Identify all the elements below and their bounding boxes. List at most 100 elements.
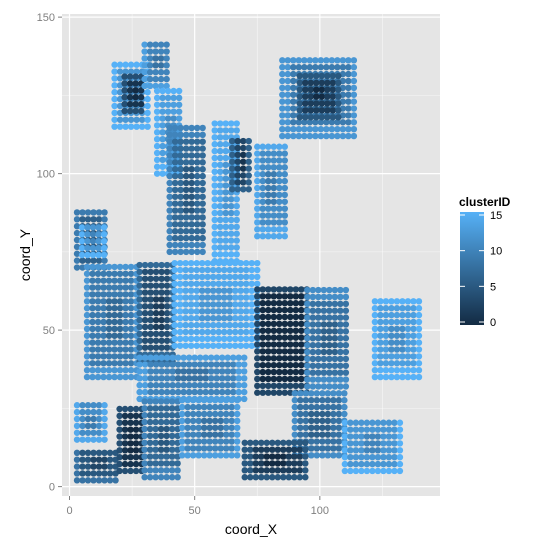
- data-point: [382, 353, 390, 360]
- data-point: [229, 186, 236, 193]
- data-point: [276, 375, 283, 383]
- data-point: [152, 418, 159, 426]
- data-point: [217, 452, 224, 459]
- data-point: [111, 270, 118, 277]
- data-point: [79, 402, 86, 409]
- data-point: [265, 293, 272, 300]
- data-point: [304, 369, 311, 376]
- data-point: [204, 328, 211, 336]
- data-point: [180, 375, 187, 382]
- data-point: [377, 332, 384, 339]
- data-point: [382, 325, 390, 333]
- data-point: [248, 280, 255, 287]
- data-point: [279, 112, 286, 119]
- data-point: [79, 209, 86, 216]
- data-point: [136, 310, 143, 317]
- data-point: [159, 142, 166, 150]
- data-point: [324, 431, 332, 438]
- data-point: [83, 318, 91, 326]
- data-point: [111, 61, 118, 68]
- data-point: [331, 341, 339, 349]
- data-point: [193, 248, 201, 256]
- data-point: [313, 417, 321, 425]
- data-point: [265, 205, 272, 212]
- data-point: [73, 415, 81, 423]
- data-point: [158, 337, 165, 344]
- data-point: [157, 418, 165, 426]
- data-point: [313, 403, 321, 411]
- data-point: [212, 452, 219, 459]
- data-point: [182, 124, 190, 132]
- data-point: [180, 388, 187, 396]
- region-16: [304, 286, 350, 390]
- data-point: [141, 69, 148, 76]
- data-point: [341, 403, 348, 411]
- data-point: [318, 107, 326, 114]
- data-point: [287, 334, 294, 341]
- data-point: [382, 366, 390, 374]
- data-point: [319, 452, 326, 459]
- data-point: [254, 157, 261, 164]
- data-point: [330, 403, 337, 411]
- data-point: [254, 164, 261, 171]
- data-point: [121, 80, 128, 87]
- data-point: [158, 368, 165, 375]
- data-point: [302, 403, 310, 411]
- data-point: [341, 433, 349, 440]
- data-point: [226, 342, 233, 349]
- data-point: [100, 360, 107, 367]
- data-point: [337, 286, 344, 294]
- data-point: [234, 445, 241, 452]
- data-point: [254, 286, 261, 293]
- data-point: [127, 467, 134, 475]
- data-point: [127, 284, 135, 291]
- data-point: [166, 200, 173, 207]
- data-point: [276, 348, 283, 355]
- data-point: [127, 325, 135, 333]
- data-point: [404, 318, 412, 326]
- data-point: [276, 313, 283, 321]
- data-point: [223, 438, 230, 445]
- x-axis-ticks: 0 50 100: [66, 496, 329, 517]
- data-point: [247, 446, 254, 453]
- data-point: [144, 89, 151, 96]
- data-point: [177, 200, 184, 207]
- data-point: [241, 439, 248, 446]
- data-point: [163, 296, 171, 303]
- data-point: [182, 301, 189, 308]
- data-point: [127, 291, 135, 298]
- data-point: [90, 429, 97, 436]
- data-point: [226, 280, 233, 287]
- data-point: [276, 233, 283, 240]
- legend-tick-label: 10: [490, 246, 502, 258]
- data-point: [157, 48, 165, 55]
- data-point: [163, 405, 170, 412]
- data-point: [122, 284, 129, 291]
- data-point: [136, 344, 143, 351]
- data-point: [258, 439, 265, 446]
- data-point: [198, 287, 206, 294]
- data-point: [298, 361, 305, 369]
- data-point: [281, 368, 288, 376]
- data-point: [189, 424, 197, 431]
- data-point: [171, 342, 178, 349]
- data-point: [329, 107, 337, 114]
- data-point: [89, 332, 96, 339]
- data-point: [324, 417, 332, 425]
- data-point: [198, 259, 206, 267]
- data-point: [171, 273, 178, 281]
- data-point: [83, 270, 91, 277]
- data-point: [315, 321, 322, 328]
- data-point: [247, 453, 254, 460]
- region-9: [254, 143, 288, 240]
- data-point: [323, 57, 330, 64]
- data-point: [206, 452, 213, 459]
- data-point: [254, 334, 261, 341]
- data-point: [168, 432, 176, 440]
- data-point: [320, 300, 328, 308]
- data-point: [188, 248, 195, 256]
- data-point: [206, 445, 213, 452]
- data-point: [265, 150, 272, 157]
- data-point: [281, 171, 288, 178]
- data-point: [184, 397, 191, 404]
